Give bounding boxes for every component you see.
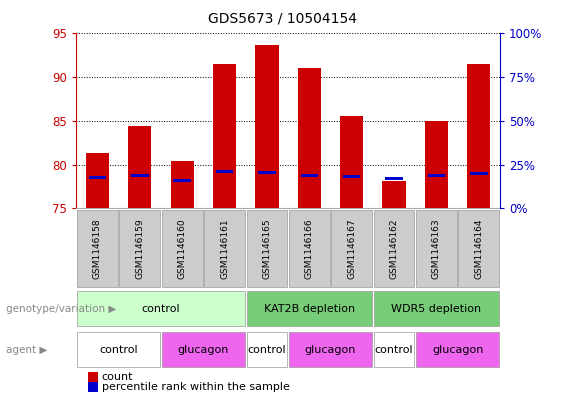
Text: GSM1146165: GSM1146165 [263,218,271,279]
Text: glucagon: glucagon [432,345,483,355]
Text: GSM1146163: GSM1146163 [432,218,441,279]
Text: GSM1146162: GSM1146162 [390,219,398,279]
Bar [162,210,202,287]
Bar [246,210,287,287]
Bar [89,176,106,179]
Bar [428,174,445,176]
Bar [416,332,499,367]
Text: glucagon: glucagon [305,345,356,355]
Text: GSM1146160: GSM1146160 [178,218,186,279]
Bar [383,181,406,208]
Bar [171,161,194,208]
Bar [162,332,245,367]
Bar [205,210,245,287]
Bar [246,291,372,326]
Text: count: count [102,372,133,382]
Bar [246,332,287,367]
Bar [255,45,279,208]
Bar [131,174,149,178]
Text: GSM1146167: GSM1146167 [347,218,356,279]
Text: percentile rank within the sample: percentile rank within the sample [102,382,290,392]
Text: GSM1146166: GSM1146166 [305,218,314,279]
Text: KAT2B depletion: KAT2B depletion [264,303,355,314]
Bar [289,210,329,287]
Bar [128,126,151,208]
Bar [258,171,276,174]
Bar [467,64,490,208]
Bar [416,210,457,287]
Text: genotype/variation ▶: genotype/variation ▶ [6,303,116,314]
Bar [86,153,109,208]
Text: control: control [247,345,286,355]
Text: agent ▶: agent ▶ [6,345,47,355]
Bar [470,172,488,175]
Bar [373,332,414,367]
Bar [216,170,233,173]
Bar [343,175,360,178]
Text: GSM1146161: GSM1146161 [220,218,229,279]
Bar [340,116,363,208]
Bar [373,210,414,287]
Text: GSM1146164: GSM1146164 [475,219,483,279]
Text: control: control [375,345,414,355]
Text: control: control [142,303,180,314]
Bar [120,210,160,287]
Bar [298,68,321,208]
Text: GDS5673 / 10504154: GDS5673 / 10504154 [208,12,357,26]
Bar [385,177,403,180]
Bar [425,121,448,208]
Text: glucagon: glucagon [178,345,229,355]
Bar [77,210,118,287]
Text: control: control [99,345,138,355]
Bar [301,174,318,178]
Bar [77,291,245,326]
Bar [289,332,372,367]
Bar [213,64,236,208]
Text: GSM1146159: GSM1146159 [136,218,144,279]
Bar [331,210,372,287]
Bar [458,210,499,287]
Text: GSM1146158: GSM1146158 [93,218,102,279]
Bar [373,291,499,326]
Bar [77,332,160,367]
Text: WDR5 depletion: WDR5 depletion [392,303,481,314]
Bar [173,179,191,182]
